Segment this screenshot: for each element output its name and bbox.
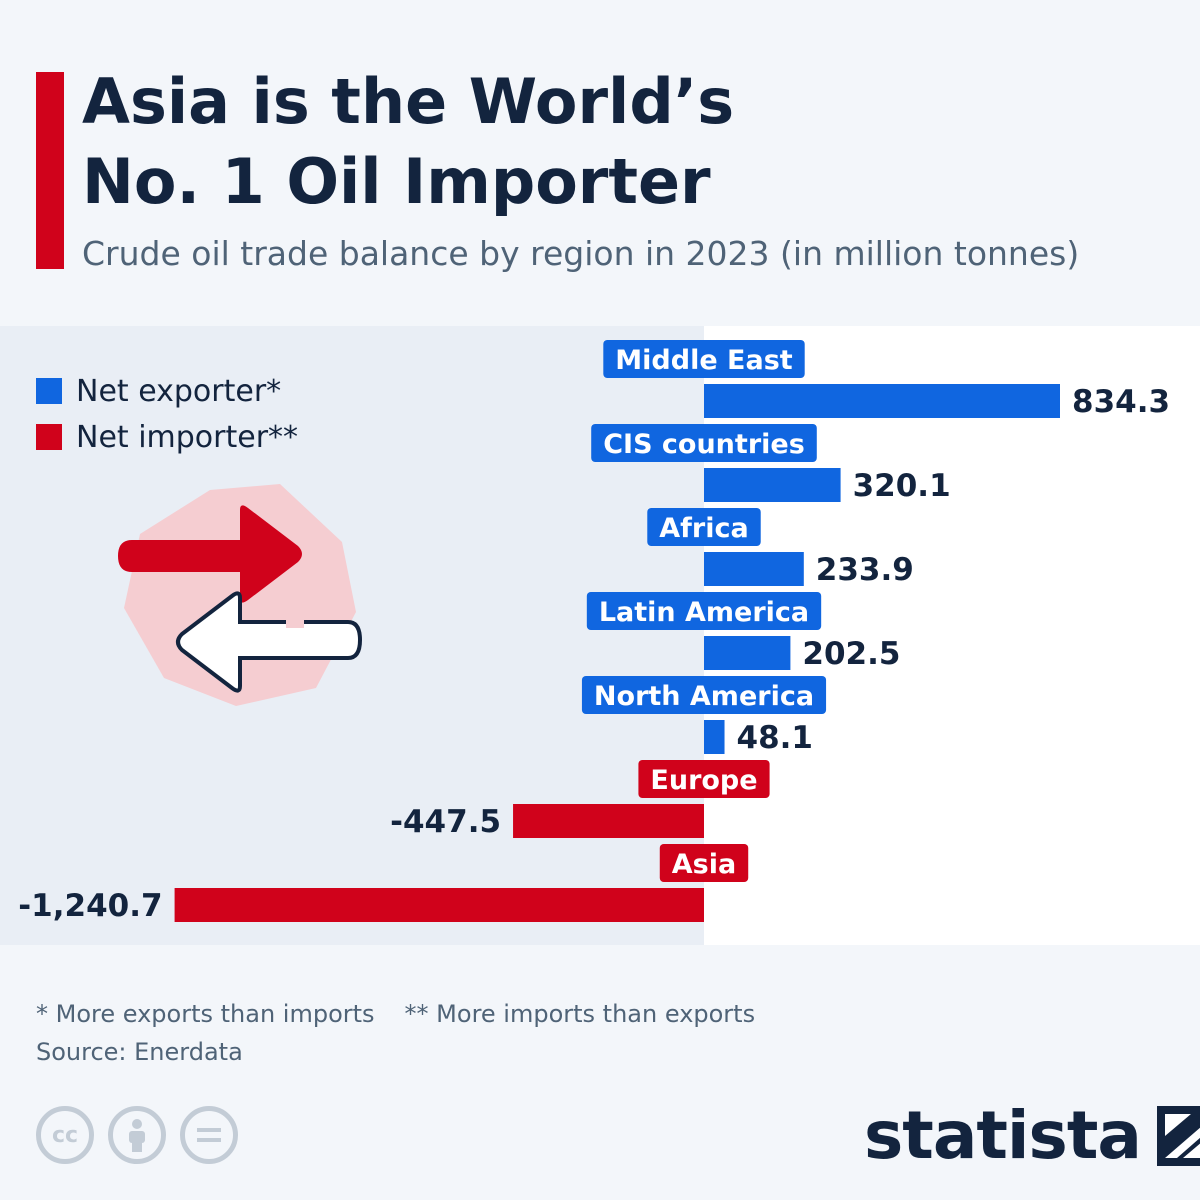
legend-item-exporter: Net exporter*	[36, 368, 298, 414]
legend-swatch-importer	[36, 424, 62, 450]
legend-label-exporter: Net exporter*	[76, 373, 282, 409]
category-label-cis-countries: CIS countries	[603, 429, 805, 460]
value-label-north-america: 48.1	[737, 720, 814, 756]
category-label-europe: Europe	[650, 765, 757, 796]
bar-latin-america	[704, 636, 791, 670]
value-label-cis-countries: 320.1	[853, 468, 951, 504]
value-label-africa: 233.9	[816, 552, 914, 588]
bar-africa	[704, 552, 804, 586]
footnotes: * More exports than imports ** More impor…	[36, 1000, 755, 1028]
legend-label-importer: Net importer**	[76, 419, 299, 455]
bar-cis-countries	[704, 468, 841, 502]
category-label-africa: Africa	[659, 513, 748, 544]
statista-mark-icon	[1156, 1106, 1200, 1166]
trade-arrows-icon	[118, 484, 363, 706]
brand-wordmark: statista	[864, 1097, 1142, 1174]
category-label-middle-east: Middle East	[615, 345, 792, 376]
title-line-1: Asia is the World’s	[82, 65, 735, 138]
no-derivatives-icon[interactable]	[180, 1106, 238, 1164]
page-subtitle: Crude oil trade balance by region in 202…	[82, 234, 1080, 273]
value-label-middle-east: 834.3	[1072, 384, 1170, 420]
legend: Net exporter* Net importer**	[36, 368, 298, 460]
category-label-north-america: North America	[594, 681, 814, 712]
category-pill-europe	[638, 760, 770, 798]
statista-logo[interactable]: statista	[864, 1096, 1200, 1176]
value-label-europe: -447.5	[390, 804, 501, 840]
trade-balance-chart: Middle East 834.3 CIS countries 320.1 Africa…	[18, 340, 1170, 924]
bar-europe	[513, 804, 704, 838]
footnote-exporter: * More exports than imports	[36, 1000, 375, 1028]
category-label-latin-america: Latin America	[599, 597, 809, 628]
value-label-latin-america: 202.5	[802, 636, 900, 672]
category-pill-north-america	[581, 676, 827, 714]
attribution-icon[interactable]	[108, 1106, 166, 1164]
value-label-asia: -1,240.7	[18, 888, 162, 924]
creative-commons-icon[interactable]: cc	[36, 1106, 94, 1164]
bar-asia	[174, 888, 704, 922]
category-pill-africa	[647, 508, 761, 546]
legend-swatch-exporter	[36, 378, 62, 404]
title-line-2: No. 1 Oil Importer	[82, 145, 711, 218]
bar-middle-east	[704, 384, 1060, 418]
license-icons: cc	[36, 1106, 252, 1164]
category-pill-cis-countries	[591, 424, 817, 462]
legend-item-importer: Net importer**	[36, 414, 298, 460]
source-note: Source: Enerdata	[36, 1038, 243, 1066]
category-pill-latin-america	[586, 592, 822, 630]
page-title: Asia is the World’s No. 1 Oil Importer	[82, 62, 734, 222]
bar-north-america	[704, 720, 725, 754]
category-label-asia: Asia	[672, 849, 736, 880]
category-pill-asia	[659, 844, 749, 882]
footnote-importer: ** More imports than exports	[404, 1000, 756, 1028]
title-accent-bar	[36, 72, 64, 269]
category-pill-middle-east	[603, 340, 805, 378]
